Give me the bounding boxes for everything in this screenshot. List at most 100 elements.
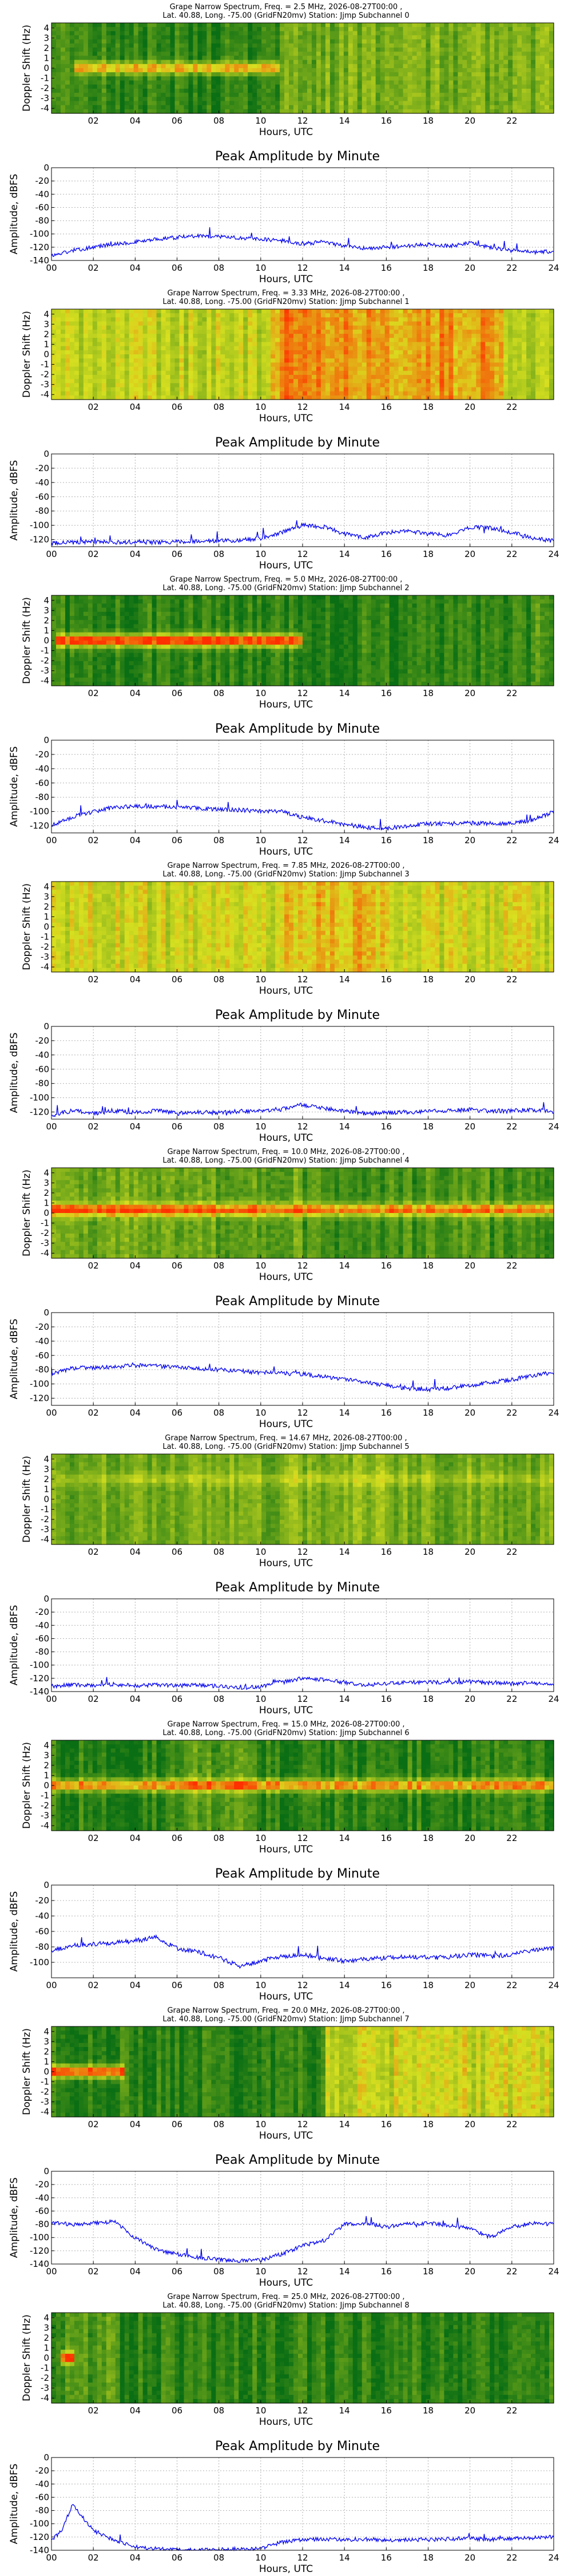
spectrum-cell [179,387,185,392]
spectrum-cell [366,395,372,400]
spectrum-cell [462,35,467,40]
spectrum-cell [421,395,427,400]
spectrum-cell [540,379,545,384]
spectrum-cell [51,35,57,40]
spectrum-cell [271,31,276,36]
spectrum-cell [147,76,153,81]
spectrum-cell [343,329,349,334]
spectrum-cell [83,60,89,65]
spectrum-cell [540,329,545,334]
spectrum-cell [152,27,157,31]
spectrum-cell [329,338,335,343]
spectrum-cell [92,97,98,102]
spectrum-cell [371,309,376,314]
spectrum-cell [343,84,349,89]
spectrum-cell [435,68,440,73]
spectrum-cell [184,72,189,77]
spectrum-cell [271,387,276,392]
spectrum-cell [147,27,153,31]
spectrum-cell [334,374,340,380]
spectrum-cell [307,379,312,384]
spectrum-cell [403,366,408,372]
spectrum-cell [384,39,390,44]
spectrum-cell [202,366,207,372]
spectrum-cell [371,338,376,343]
spectrum-cell [252,56,257,61]
spectrum-cell [275,84,280,89]
spectrum-cell [129,48,134,52]
spectrum-cell [184,342,189,347]
spectrum-cell [362,93,367,97]
spectrum-cell [239,338,244,343]
spectrum-cell [161,366,166,372]
spectrum-cell [526,350,531,355]
spectrum-cell [229,358,235,363]
spectrum-cell [513,374,518,380]
spectrum-cell [334,383,340,388]
spectrum-cell [476,309,481,314]
spectrum-cell [257,105,262,110]
spectrum-cell [266,43,271,48]
spectrum-cell [334,325,340,330]
spectrum-cell [412,76,418,81]
spectrum-cell [503,52,509,57]
spectrum-cell [320,76,326,81]
spectrum-cell [266,76,271,81]
spectrum-cell [430,362,436,368]
spectrum-cell [458,338,463,343]
spectrum-cell [225,105,230,110]
spectrum-cell [398,109,404,114]
spectrum-cell [444,313,450,318]
spectrum-cell [142,27,148,31]
spectrum-cell [316,354,321,359]
spectrum-cell [106,383,112,388]
spectrum-cell [266,80,271,85]
spectrum-cell [271,309,276,314]
spectrum-cell [188,109,194,114]
spectrum-cell [448,338,454,343]
spectrum-cell [120,313,125,318]
spectrum-cell [426,338,431,343]
spectrum-cell [147,354,153,359]
spectrum-cell [257,60,262,65]
spectrum-cell [384,80,390,85]
spectrum-cell [398,101,404,106]
spectrum-cell [394,84,399,89]
spectrum-cell [499,391,504,396]
spectrum-cell [161,354,166,359]
spectrum-cell [471,52,476,57]
spectrum-cell [394,379,399,384]
spectrum-cell [60,370,66,376]
spectrum-cell [540,321,545,326]
spectrum-cell [531,338,536,343]
spectrum-cell [69,27,75,31]
spectrum-cell [526,329,531,334]
spectrum-cell [101,35,107,40]
spectrum-cell [549,68,554,73]
spectrum-cell [120,35,125,40]
spectrum-cell [257,80,262,85]
spectrum-cell [311,80,317,85]
spectrum-cell [471,387,476,392]
spectrum-cell [416,31,422,36]
spectrum-cell [293,48,299,52]
spectrum-cell [252,64,257,69]
spectrum-cell [517,43,522,48]
spectrum-cell [129,80,134,85]
spectrum-cell [78,68,84,73]
spectrum-cell [526,76,531,81]
spectrum-cell [485,317,490,322]
spectrum-cell [303,76,308,81]
spectrum-cell [115,387,121,392]
spectrum-cell [239,31,244,36]
spectrum-cell [88,93,93,97]
spectrum-cell [92,395,98,400]
spectrum-cell [220,97,225,102]
spectrum-cell [252,80,257,85]
spectrum-cell [74,93,80,97]
spectrum-cell [471,391,476,396]
spectrum-cell [499,383,504,388]
spectrum-cell [280,68,285,73]
spectrum-cell [421,346,427,351]
